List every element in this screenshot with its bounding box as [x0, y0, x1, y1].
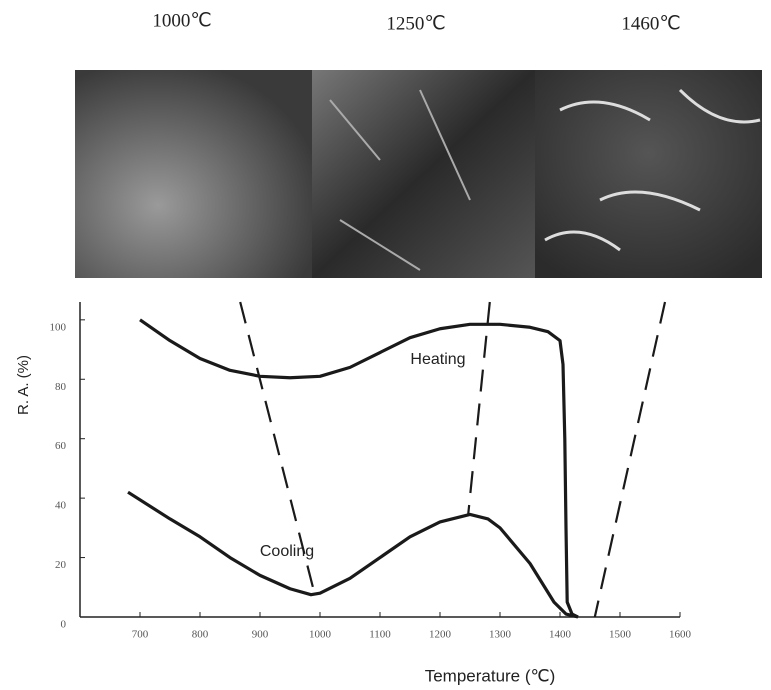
x-axis-label: Temperature (℃) [425, 666, 556, 685]
x-tick-label: 1300 [489, 629, 512, 641]
micrograph [75, 70, 312, 278]
x-tick-label: 1000 [309, 629, 332, 641]
micrographs [75, 70, 762, 278]
series-line [128, 492, 578, 617]
panel-label: 1460℃ [621, 13, 680, 34]
x-tick-label: 1500 [609, 629, 632, 641]
micrograph [535, 70, 762, 278]
y-tick-label: 0 [61, 619, 67, 631]
y-tick-label: 60 [55, 440, 67, 452]
guide-line [595, 302, 665, 617]
y-tick-label: 100 [50, 321, 67, 333]
x-tick-label: 700 [132, 629, 149, 641]
x-tick-label: 800 [192, 629, 209, 641]
x-tick-label: 1600 [669, 629, 692, 641]
micrograph [312, 70, 535, 278]
figure: 1000℃ 1250℃ 1460℃ Heating Cooling Temper… [0, 0, 771, 690]
panel-label: 1250℃ [386, 13, 445, 34]
y-tick-label: 40 [55, 500, 67, 512]
y-axis-label: R. A. (%) [15, 355, 32, 415]
x-tick-label: 900 [252, 629, 269, 641]
x-tick-label: 1200 [429, 629, 452, 641]
x-tick-label: 1400 [549, 629, 572, 641]
y-tick-label: 80 [55, 381, 67, 393]
guide-line [468, 302, 490, 514]
y-tick-label: 20 [55, 559, 67, 571]
annotation: Cooling [260, 543, 314, 560]
annotation: Heating [410, 351, 465, 368]
x-tick-label: 1100 [369, 629, 391, 641]
panel-label: 1000℃ [152, 10, 211, 31]
